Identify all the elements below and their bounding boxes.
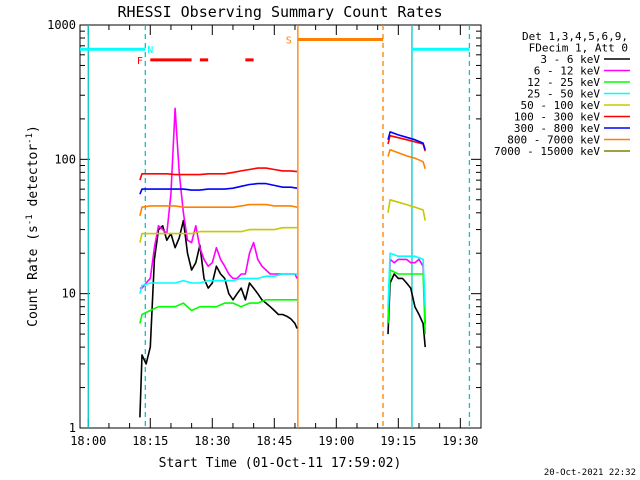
flag-label-s: S <box>286 35 292 46</box>
y-axis-label-end: ) <box>26 125 41 133</box>
x-tick-label: 19:30 <box>442 434 478 448</box>
legend-label: 50 - 100 keV <box>521 99 601 112</box>
x-tick-label: 18:45 <box>256 434 292 448</box>
series-line-0 <box>139 219 298 418</box>
y-axis-label: Count Rate (s-1 detector-1) <box>25 125 41 327</box>
axes-ticks: 1 10 100 1000 18:00 18:15 18:30 18:45 19:00 19:15… <box>47 18 481 448</box>
series-line-1 <box>139 107 298 289</box>
x-axis-label: Start Time (01-Oct-11 17:59:02) <box>159 456 402 471</box>
flag-bars: NF S <box>80 35 470 67</box>
x-tick-label: 18:15 <box>132 434 168 448</box>
chart-title: RHESSI Observing Summary Count Rates <box>117 3 442 21</box>
x-tick-label: 19:00 <box>318 434 354 448</box>
plot-area: 1 10 100 1000 18:00 18:15 18:30 18:45 19:00 19:15… <box>47 18 482 448</box>
y-tick-label: 1000 <box>47 18 76 32</box>
timestamp: 20-Oct-2021 22:32 <box>544 468 636 478</box>
flag-label-n: N <box>147 45 153 56</box>
x-tick-label: 19:15 <box>380 434 416 448</box>
series-line-2 <box>139 298 297 324</box>
series-line-4 <box>387 199 426 221</box>
series-line-5 <box>139 167 298 181</box>
series-line-0 <box>387 273 426 348</box>
legend-label: 3 - 6 keV <box>540 53 600 66</box>
legend-label: 6 - 12 keV <box>534 65 601 78</box>
y-tick-label: 100 <box>54 152 76 166</box>
series-group <box>139 107 426 418</box>
legend-label: 300 - 800 keV <box>514 122 600 135</box>
legend-label: 100 - 300 keV <box>514 111 600 124</box>
y-axis-label-sup2: -1 <box>25 133 35 144</box>
legend-label: 12 - 25 keV <box>527 76 600 89</box>
series-line-3 <box>139 273 297 294</box>
series-line-7 <box>387 148 426 170</box>
x-tick-label: 18:00 <box>70 434 106 448</box>
y-tick-label: 1 <box>69 421 76 435</box>
legend-header-1: FDecim 1, Att 0 <box>529 42 628 55</box>
legend-header-0: Det 1,3,4,5,6,9, <box>522 30 628 43</box>
series-line-6 <box>139 182 298 195</box>
series-line-6 <box>387 131 426 150</box>
legend-label: 800 - 7000 keV <box>507 134 600 147</box>
legend-label: 7000 - 15000 keV <box>494 145 600 158</box>
series-line-4 <box>139 226 297 243</box>
series-line-3 <box>387 252 426 307</box>
flag-label-f: F <box>137 56 143 67</box>
legend-label: 25 - 50 keV <box>527 88 600 101</box>
y-axis-label-sup1: -1 <box>25 214 35 225</box>
series-line-2 <box>387 269 426 335</box>
x-tick-label: 18:30 <box>194 434 230 448</box>
y-axis-label-mid: detector <box>26 144 41 215</box>
vertical-marker-lines <box>87 25 471 428</box>
legend: Det 1,3,4,5,6,9,FDecim 1, Att 03 - 6 keV… <box>494 30 630 158</box>
y-axis-label-main: Count Rate (s <box>26 225 41 327</box>
y-tick-label: 10 <box>62 287 76 301</box>
series-line-7 <box>139 203 298 216</box>
series-line-1 <box>387 258 426 324</box>
plot-frame <box>79 24 482 429</box>
